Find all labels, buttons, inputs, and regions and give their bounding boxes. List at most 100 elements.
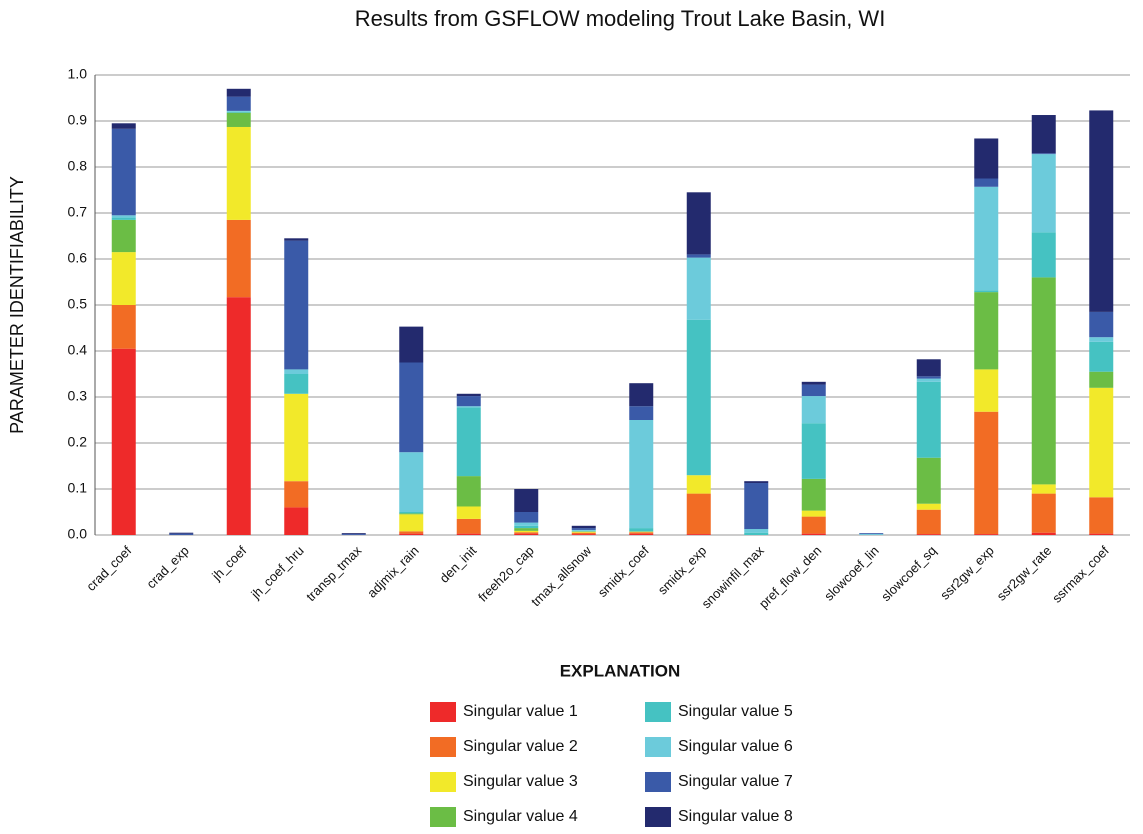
- chart-title: Results from GSFLOW modeling Trout Lake …: [355, 6, 886, 31]
- y-tick-label: 0.6: [68, 250, 88, 266]
- x-tick-label: slowcoef_lin: [821, 543, 882, 604]
- bar-segment: [399, 533, 424, 535]
- bar-segment: [1089, 387, 1114, 498]
- bar-segment: [399, 452, 424, 512]
- bar-segment: [111, 123, 136, 129]
- bar-segment: [226, 111, 251, 113]
- bar-segment: [629, 528, 654, 532]
- bar-segment: [284, 240, 309, 370]
- bar-segment: [571, 534, 596, 535]
- bar-segment: [744, 532, 769, 535]
- y-tick-label: 1.0: [68, 66, 88, 82]
- x-tick-label: transp_tmax: [303, 543, 365, 605]
- bar-segment: [686, 475, 711, 494]
- bar-segment: [284, 369, 309, 374]
- y-tick-label: 0.9: [68, 112, 88, 128]
- bar-segment: [974, 178, 999, 187]
- bar-segment: [974, 186, 999, 291]
- bar-segment: [456, 533, 481, 535]
- bar-segment: [571, 528, 596, 530]
- bar-segment: [514, 512, 539, 523]
- bar-segment: [686, 493, 711, 535]
- bar-segment: [571, 525, 596, 529]
- legend-swatch: [430, 807, 456, 827]
- bar-segment: [169, 532, 194, 534]
- bar-segment: [801, 510, 826, 517]
- bar-segment: [916, 381, 941, 458]
- legend-label: Singular value 7: [678, 773, 793, 790]
- bar-segment: [974, 138, 999, 179]
- bar-segment: [399, 512, 424, 514]
- legend-label: Singular value 5: [678, 703, 793, 720]
- bar-segment: [916, 359, 941, 377]
- bar-segment: [801, 516, 826, 534]
- bar-segment: [974, 534, 999, 535]
- y-tick-label: 0.3: [68, 388, 88, 404]
- bar-segment: [974, 290, 999, 293]
- bar-segment: [456, 518, 481, 534]
- x-tick-label: jh_coef_hru: [247, 543, 306, 602]
- bar-segment: [916, 457, 941, 504]
- bar-segment: [916, 534, 941, 535]
- x-tick-label: ssr2gw_exp: [937, 543, 997, 603]
- bar-segment: [916, 503, 941, 510]
- legend-label: Singular value 4: [463, 808, 578, 825]
- bar-segment: [1089, 110, 1114, 312]
- bar-segment: [1089, 497, 1114, 534]
- bar-segment: [571, 529, 596, 531]
- bar-segment: [456, 506, 481, 519]
- bar-segment: [226, 110, 251, 112]
- bar-segment: [629, 533, 654, 535]
- bar-segment: [514, 525, 539, 529]
- bar-segment: [111, 215, 136, 218]
- bar-segment: [629, 420, 654, 529]
- x-tick-label: freeh2o_cap: [475, 543, 537, 605]
- bar-segment: [399, 514, 424, 532]
- bar-segment: [1031, 532, 1056, 535]
- bar-segment: [341, 533, 366, 535]
- bar-segment: [916, 376, 941, 379]
- x-tick-label: ssrmax_coef: [1049, 543, 1112, 606]
- y-tick-label: 0.5: [68, 296, 88, 312]
- bar-segment: [399, 326, 424, 363]
- bar-segment: [514, 532, 539, 534]
- bar-segment: [1089, 337, 1114, 342]
- y-tick-label: 0.1: [68, 480, 88, 496]
- bar-segment: [744, 483, 769, 530]
- bar-segment: [111, 252, 136, 305]
- bar-segment: [571, 531, 596, 533]
- legend-label: Singular value 6: [678, 738, 793, 755]
- bar-segment: [456, 476, 481, 507]
- bar-segment: [686, 192, 711, 255]
- bar-segment: [974, 292, 999, 370]
- bar-segment: [1031, 484, 1056, 494]
- bar-segment: [341, 534, 366, 535]
- legend-swatch: [645, 772, 671, 792]
- legend-swatch: [430, 772, 456, 792]
- bar-segment: [456, 393, 481, 397]
- bar-segment: [226, 297, 251, 535]
- bar-segment: [916, 378, 941, 382]
- bar-segment: [686, 319, 711, 476]
- bar-segment: [111, 305, 136, 349]
- legend-swatch: [645, 737, 671, 757]
- legend-label: Singular value 2: [463, 738, 578, 755]
- bar-segment: [801, 396, 826, 424]
- x-tick-label: den_init: [436, 543, 479, 586]
- x-tick-label: smidx_exp: [655, 543, 710, 598]
- bar-segment: [1031, 115, 1056, 154]
- bar-segment: [284, 374, 309, 394]
- y-tick-label: 0.4: [68, 342, 88, 358]
- bar-segment: [916, 509, 941, 535]
- x-tick-label: jh_coef: [208, 543, 249, 584]
- bar-segment: [1031, 493, 1056, 533]
- bar-segment: [284, 393, 309, 482]
- y-tick-label: 0.8: [68, 158, 88, 174]
- bar-segment: [801, 533, 826, 535]
- bar-segment: [111, 348, 136, 535]
- bar-segment: [456, 396, 481, 407]
- y-tick-label: 0.2: [68, 434, 88, 450]
- x-tick-label: ssr2gw_rate: [994, 543, 1055, 604]
- bar-segment: [514, 528, 539, 531]
